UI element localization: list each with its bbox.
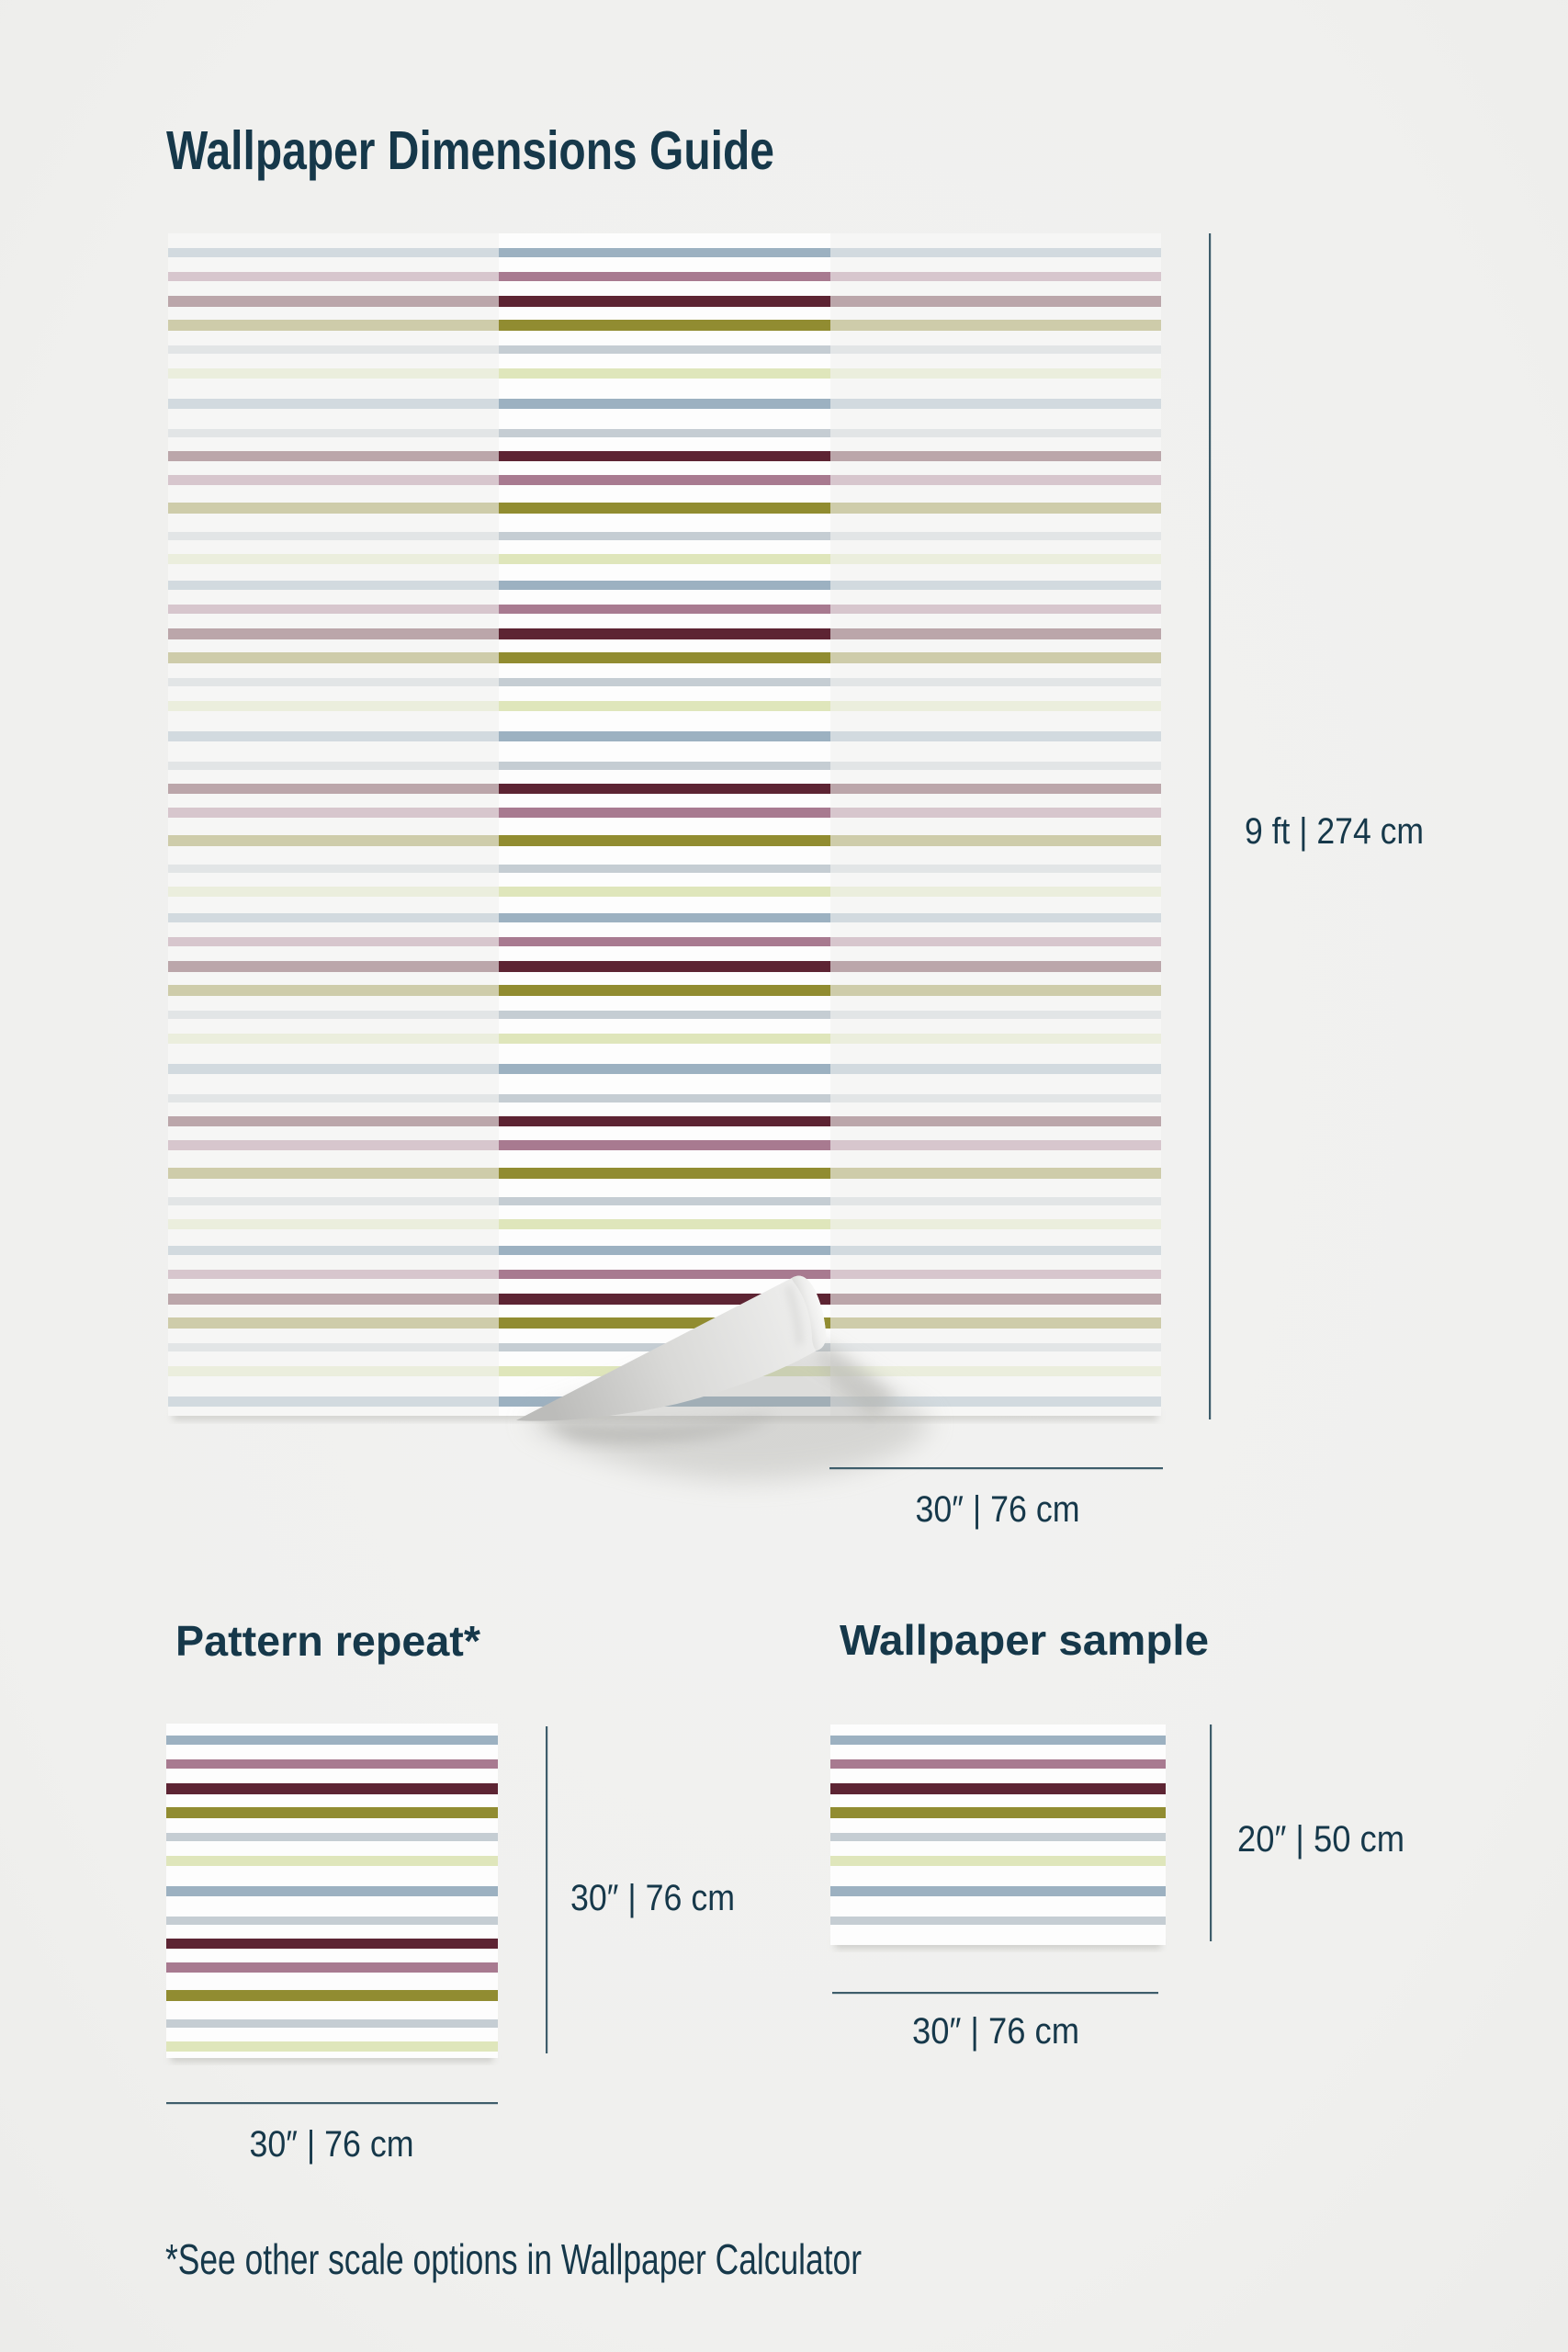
svg-text:30″ | 76 cm: 30″ | 76 cm bbox=[912, 2011, 1079, 2052]
svg-text:Wallpaper Dimensions Guide: Wallpaper Dimensions Guide bbox=[166, 120, 774, 181]
svg-text:20″ | 50 cm: 20″ | 50 cm bbox=[1237, 1819, 1404, 1860]
svg-text:*See other scale options in Wa: *See other scale options in Wallpaper Ca… bbox=[165, 2235, 862, 2283]
svg-text:Wallpaper sample: Wallpaper sample bbox=[840, 1616, 1209, 1664]
svg-text:30″ | 76 cm: 30″ | 76 cm bbox=[570, 1878, 735, 1918]
svg-text:9 ft | 274 cm: 9 ft | 274 cm bbox=[1245, 811, 1424, 852]
svg-text:30″ | 76 cm: 30″ | 76 cm bbox=[250, 2124, 414, 2165]
svg-text:Pattern repeat*: Pattern repeat* bbox=[175, 1617, 480, 1665]
svg-text:30″ | 76 cm: 30″ | 76 cm bbox=[916, 1489, 1080, 1530]
